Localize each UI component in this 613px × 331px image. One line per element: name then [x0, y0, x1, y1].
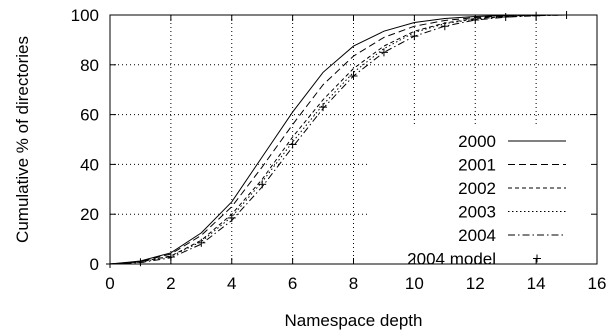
- x-tick-label: 2: [166, 274, 175, 293]
- x-tick-label: 0: [105, 274, 114, 293]
- tick-labels: 0 2 4 6 8 10 12 14 16 0 20 40 60 80 100: [71, 6, 607, 293]
- data-point-2004-model: [440, 22, 449, 31]
- legend-entry-2001: 2001: [458, 156, 496, 175]
- x-tick-label: 14: [527, 274, 546, 293]
- series-line-2002: [109, 14, 567, 265]
- y-tick-label: 20: [80, 205, 99, 224]
- series-line-2004: [109, 14, 567, 265]
- data-point-2004-model: [227, 213, 236, 222]
- x-tick-label: 8: [349, 274, 358, 293]
- data-point-2004-model: [319, 103, 328, 112]
- x-tick-label: 10: [405, 274, 424, 293]
- y-tick-label: 100: [71, 6, 99, 25]
- legend-entry-2002: 2002: [458, 179, 496, 198]
- legend-entry-2000: 2000: [458, 132, 496, 151]
- data-point-2004-model: [197, 238, 206, 247]
- y-axis-label: Cumulative % of directories: [13, 36, 32, 243]
- y-tick-label: 80: [80, 56, 99, 75]
- legend-entry-2003: 2003: [458, 203, 496, 222]
- x-axis-label: Namespace depth: [285, 311, 423, 330]
- x-tick-label: 16: [588, 274, 607, 293]
- legend-entry-2004: 2004: [458, 226, 496, 245]
- x-tick-label: 4: [227, 274, 236, 293]
- y-tick-label: 40: [80, 155, 99, 174]
- data-point-2004-model: [379, 48, 388, 57]
- y-tick-label: 0: [90, 255, 99, 274]
- legend-sample-2004-model: [533, 254, 541, 263]
- y-tick-label: 60: [80, 106, 99, 125]
- series-line-2003: [109, 14, 567, 265]
- data-point-2004-model: [258, 180, 267, 189]
- data-point-2004-model: [501, 12, 510, 21]
- x-tick-label: 6: [288, 274, 297, 293]
- series-2004-model: [106, 11, 571, 268]
- x-tick-label: 12: [466, 274, 485, 293]
- legend-background: [370, 127, 596, 272]
- data-point-2004-model: [410, 32, 419, 41]
- data-point-2004-model: [349, 72, 358, 81]
- series-line-2001: [109, 14, 567, 265]
- data-point-2004-model: [136, 258, 145, 267]
- data-point-2004-model: [288, 140, 297, 149]
- tick-marks: [109, 14, 598, 265]
- series-layer: [106, 11, 571, 268]
- series-line-2000: [109, 14, 567, 265]
- legend-entry-2004-model: 2004 model: [407, 250, 496, 269]
